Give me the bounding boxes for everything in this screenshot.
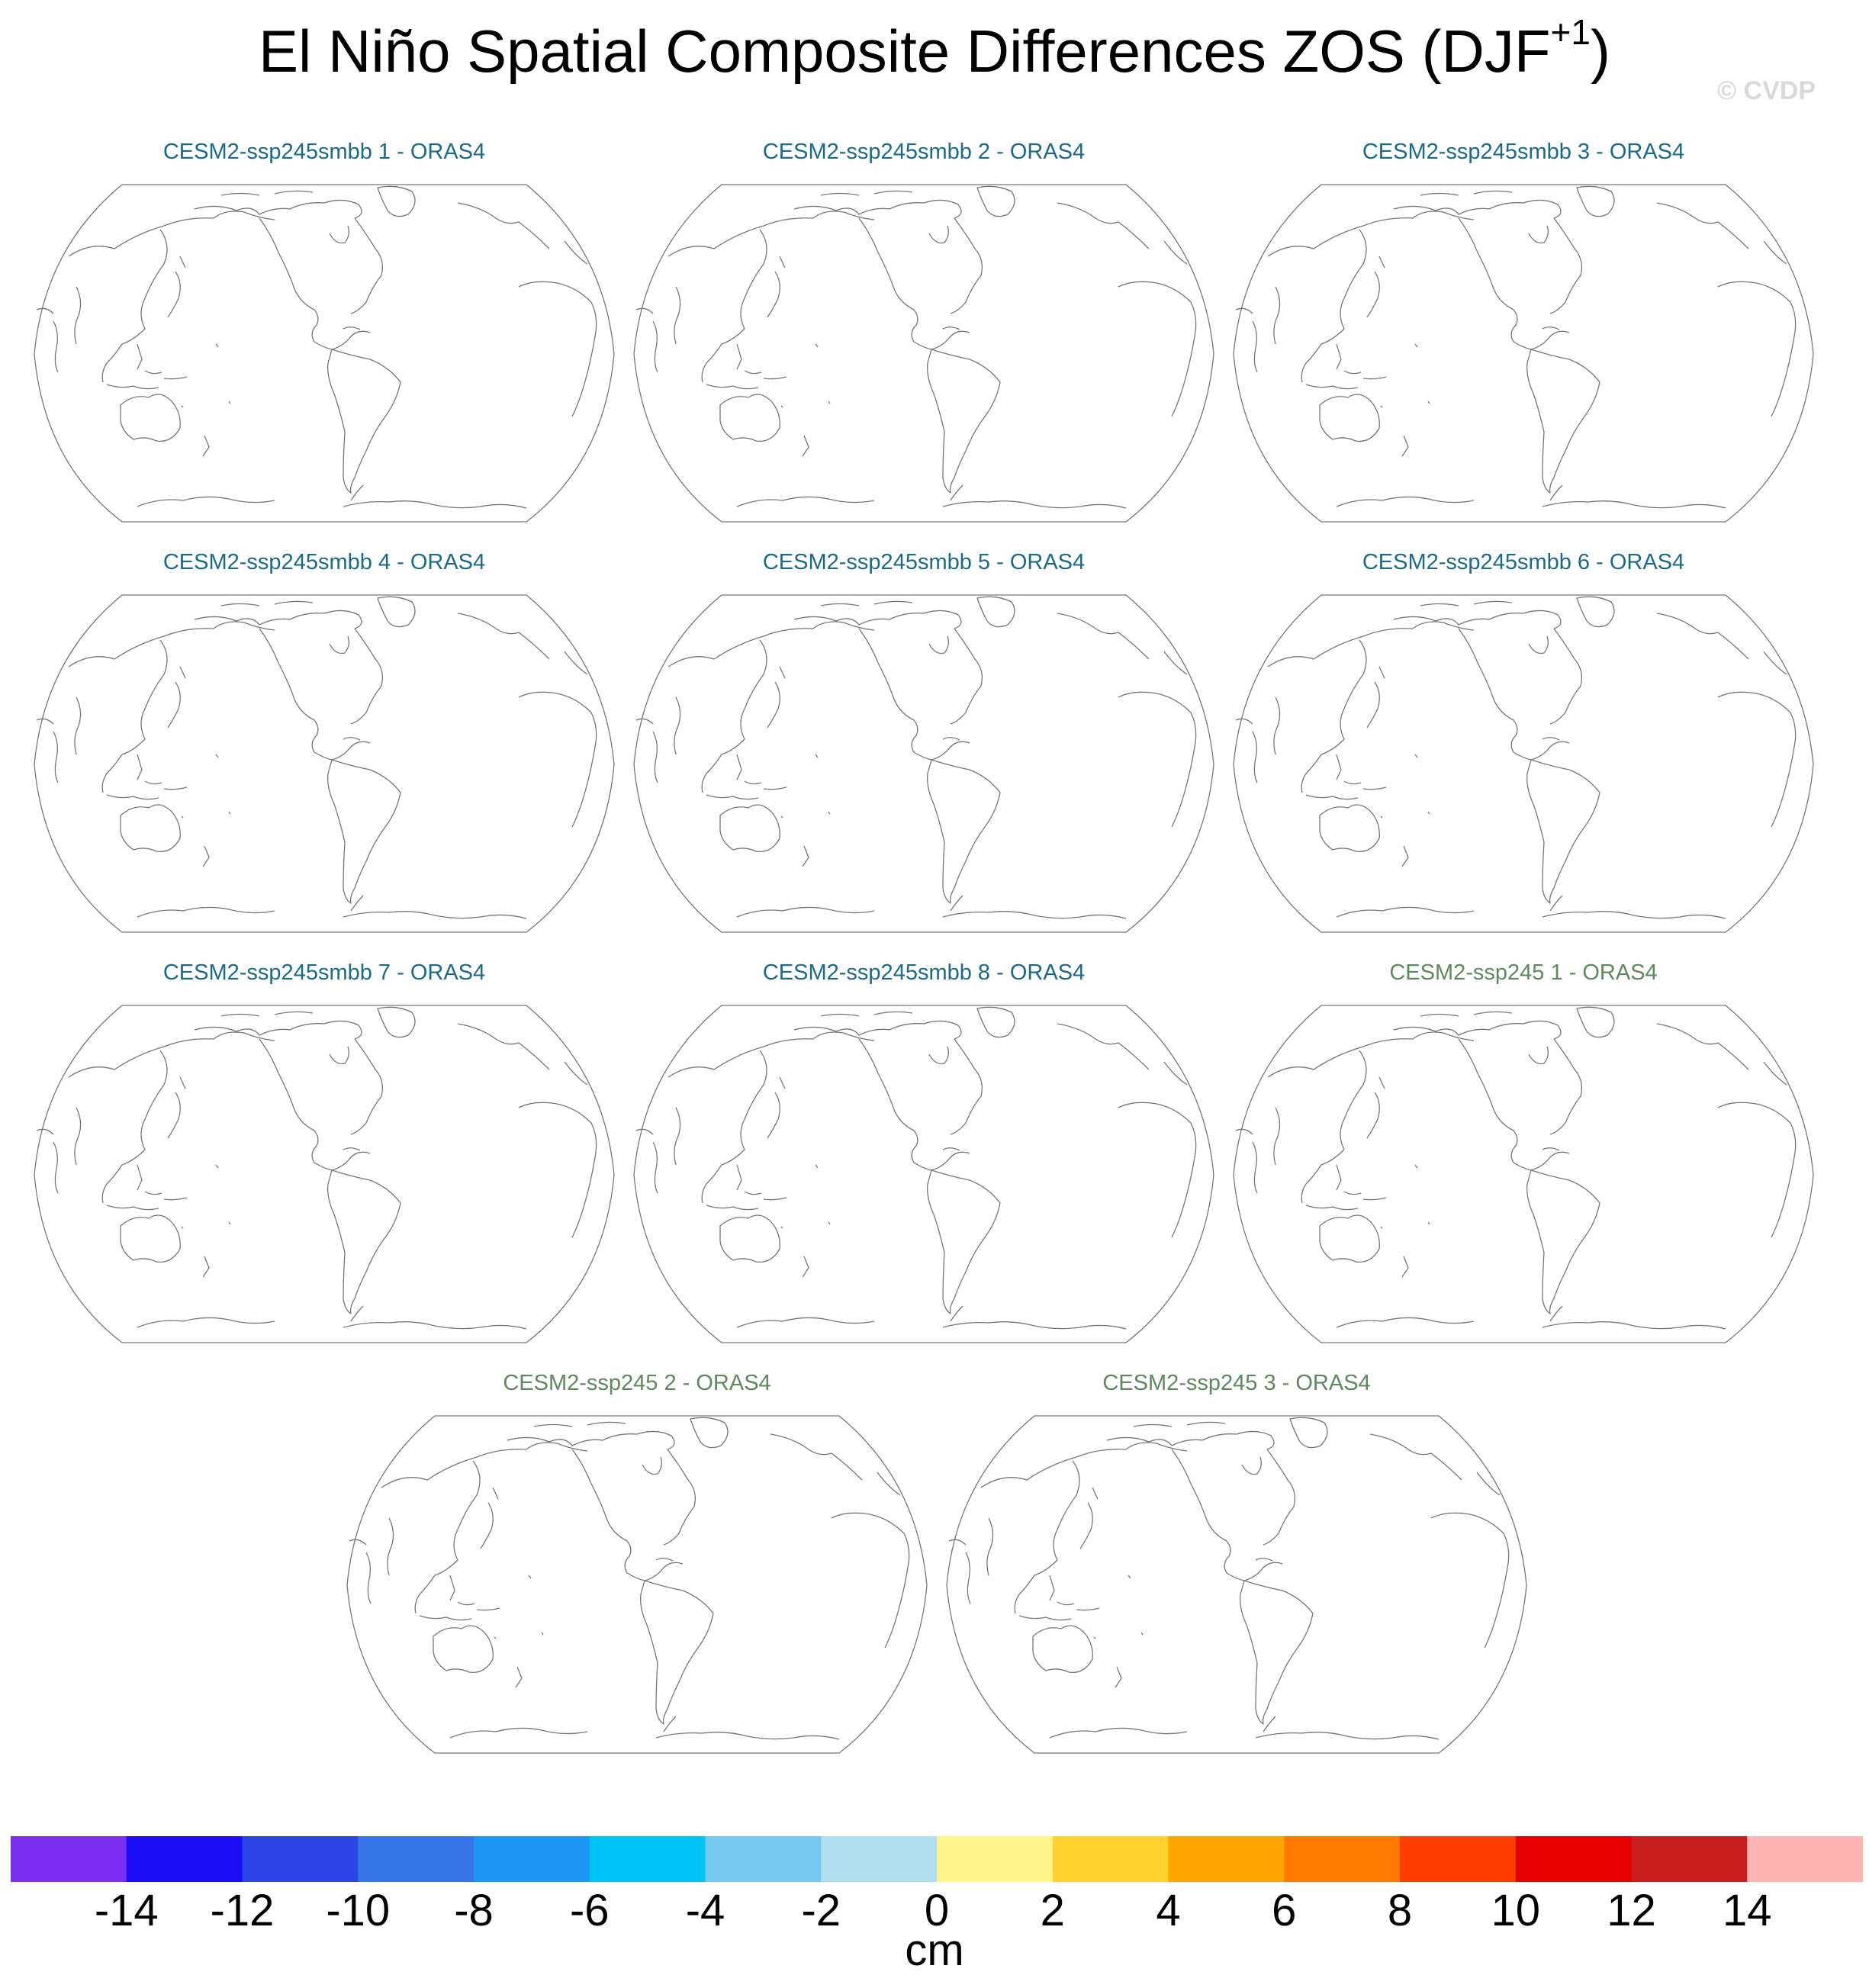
map-panel-8: CESM2-ssp245smbb 8 - ORAS4 [630,960,1218,1356]
panel-title: CESM2-ssp245smbb 7 - ORAS4 [162,960,486,985]
colorbar-box [358,1836,474,1882]
world-map [34,184,615,523]
panel-title: CESM2-ssp245 2 - ORAS4 [503,1371,771,1395]
colorbar-tick-label: 6 [1272,1886,1297,1935]
colorbar [11,1836,1863,1882]
colorbar-tick-label: -10 [326,1886,391,1935]
colorbar-tick-label: 14 [1722,1886,1772,1935]
map-panel-5: CESM2-ssp245smbb 5 - ORAS4 [630,549,1218,946]
colorbar-tick-label: 2 [1040,1886,1065,1935]
colorbar-tick-label: -14 [94,1886,159,1935]
map-panel-3: CESM2-ssp245smbb 3 - ORAS4 [1230,139,1817,536]
panel-title: CESM2-ssp245smbb 3 - ORAS4 [1362,140,1685,164]
panel-title: CESM2-ssp245smbb 1 - ORAS4 [162,140,486,164]
panel-title: CESM2-ssp245smbb 8 - ORAS4 [762,960,1086,985]
colorbar-box [242,1836,359,1882]
panel-title: CESM2-ssp245 1 - ORAS4 [1389,960,1658,985]
map-panel-7: CESM2-ssp245smbb 7 - ORAS4 [31,960,618,1356]
colorbar-units: cm [905,1925,964,1975]
world-map [1233,1005,1814,1343]
map-panel-2: CESM2-ssp245smbb 2 - ORAS4 [630,139,1218,536]
watermark: © CVDP [1717,76,1816,105]
world-map [1233,184,1814,523]
colorbar-boxes [11,1836,1863,1882]
panel-title: CESM2-ssp245smbb 5 - ORAS4 [762,550,1086,574]
panel-title: CESM2-ssp245smbb 4 - ORAS4 [162,550,486,574]
colorbar-box [1052,1836,1169,1882]
panel-title: CESM2-ssp245 3 - ORAS4 [1102,1371,1371,1395]
map-panel-6: CESM2-ssp245smbb 6 - ORAS4 [1230,549,1817,946]
colorbar-box [474,1836,590,1882]
colorbar-tick-label: -6 [569,1886,610,1935]
figure-title-superscript: +1 [1550,12,1591,52]
map-panel-11: CESM2-ssp245 3 - ORAS4 [943,1370,1530,1767]
colorbar-box [1747,1836,1863,1882]
colorbar-tick-label: 0 [924,1886,950,1935]
colorbar-tick-label: -12 [210,1886,275,1935]
world-map [633,184,1214,523]
panel-title: CESM2-ssp245smbb 6 - ORAS4 [1362,550,1685,574]
panel-title: CESM2-ssp245smbb 2 - ORAS4 [762,140,1086,164]
world-map [34,1005,615,1343]
colorbar-tick-label: 10 [1491,1886,1541,1935]
world-map [633,594,1214,933]
world-map [633,1005,1214,1343]
map-panel-9: CESM2-ssp245 1 - ORAS4 [1230,960,1817,1356]
colorbar-box [1168,1836,1285,1882]
figure-title: El Niño Spatial Composite Differences ZO… [259,12,1610,85]
colorbar-box [1400,1836,1517,1882]
colorbar-tick-label: -4 [685,1886,725,1935]
world-map [34,594,615,933]
world-map [946,1415,1527,1754]
map-panel-4: CESM2-ssp245smbb 4 - ORAS4 [31,549,618,946]
colorbar-box [821,1836,938,1882]
colorbar-tick-label: -2 [801,1886,841,1935]
colorbar-box [11,1836,127,1882]
colorbar-box [126,1836,243,1882]
colorbar-box [1631,1836,1748,1882]
colorbar-tick-label: 8 [1387,1886,1413,1935]
colorbar-tick-label: 12 [1607,1886,1656,1935]
colorbar-box [705,1836,822,1882]
colorbar-box [937,1836,1054,1882]
colorbar-box [589,1836,706,1882]
colorbar-box [1284,1836,1401,1882]
colorbar-box [1515,1836,1632,1882]
map-panel-10: CESM2-ssp245 2 - ORAS4 [343,1370,931,1767]
colorbar-tick-label: -8 [454,1886,494,1935]
map-panel-1: CESM2-ssp245smbb 1 - ORAS4 [31,139,618,536]
world-map [346,1415,928,1754]
colorbar-tick-label: 4 [1156,1886,1181,1935]
world-map [1233,594,1814,933]
